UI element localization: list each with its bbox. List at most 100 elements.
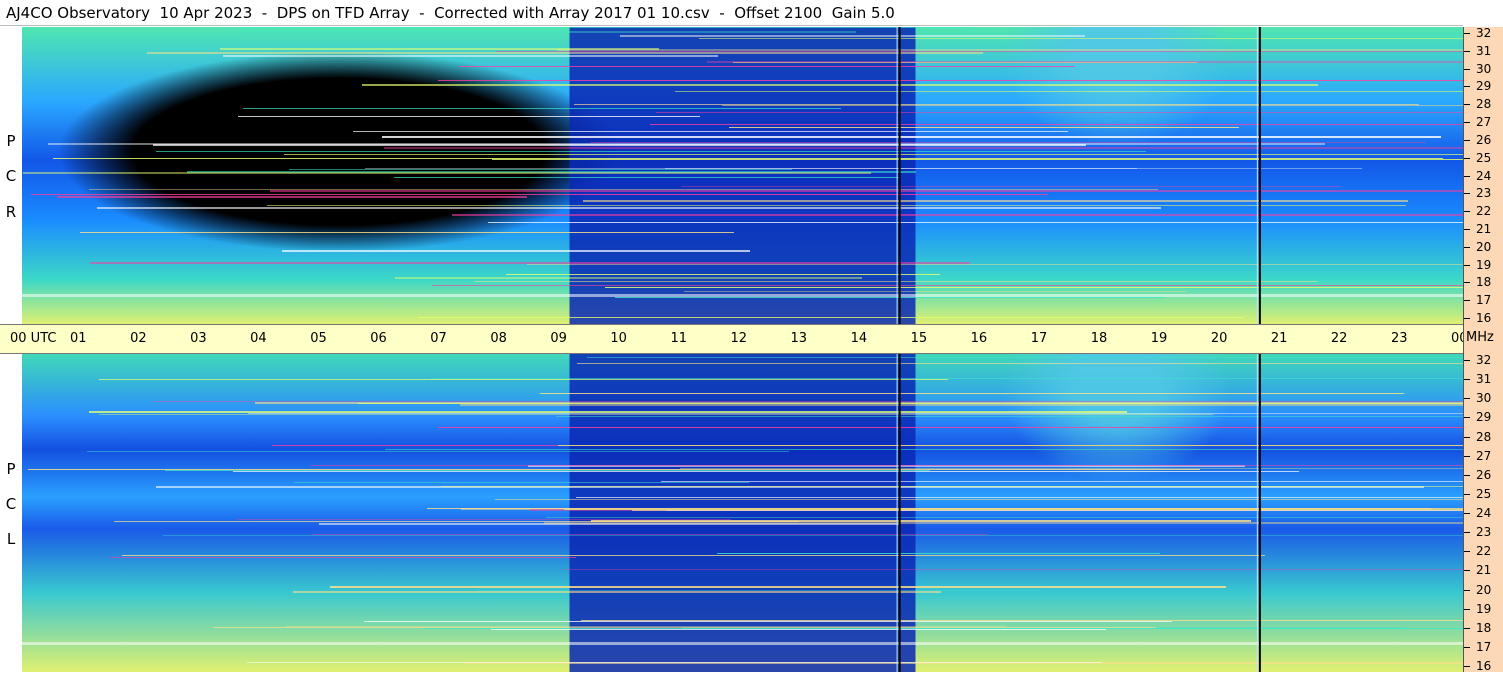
freq-tick-mark	[1464, 646, 1470, 648]
freq-tick-mark	[1464, 666, 1470, 667]
freq-tick-label: 17	[1476, 639, 1492, 654]
interference-stripe	[546, 517, 1463, 518]
freq-tick-label: 22	[1476, 544, 1492, 559]
freq-tick-label: 26	[1476, 467, 1492, 482]
interference-stripe	[506, 274, 940, 275]
interference-stripe	[239, 27, 970, 28]
interference-stripe	[564, 509, 1463, 510]
rcp-letter-1: P	[6, 132, 16, 150]
interference-stripe	[365, 168, 1362, 169]
vertical-marker	[898, 354, 901, 672]
interference-stripe	[452, 214, 1463, 216]
interference-stripe	[418, 317, 1243, 318]
freq-tick-label: 17	[1476, 293, 1492, 308]
freq-tick-mark	[1464, 282, 1470, 284]
lcp-letter-2: C	[5, 495, 17, 513]
time-tick-label: 11	[670, 331, 687, 346]
interference-stripe	[233, 471, 1299, 472]
interference-stripe	[557, 49, 1463, 51]
interference-stripe	[733, 62, 1197, 63]
interference-stripe	[576, 497, 1463, 498]
rcp-stripes	[22, 27, 1463, 324]
interference-stripe	[294, 482, 749, 483]
interference-stripe	[80, 232, 734, 233]
interference-stripe	[699, 38, 1463, 39]
time-tick-label: 04	[250, 331, 267, 346]
interference-stripe	[474, 281, 1318, 282]
interference-stripe	[147, 52, 983, 54]
freq-tick-label: 29	[1476, 79, 1492, 94]
interference-stripe	[431, 378, 1463, 379]
vertical-marker	[898, 27, 901, 324]
freq-tick-label: 24	[1476, 168, 1492, 183]
freq-tick-label: 21	[1476, 221, 1492, 236]
interference-stripe	[587, 357, 1463, 358]
interference-stripe	[438, 427, 1463, 428]
freq-tick-mark	[1464, 175, 1470, 177]
interference-stripe	[656, 112, 1463, 113]
interference-stripe	[48, 143, 1325, 145]
freq-tick-label: 24	[1476, 506, 1492, 520]
freq-tick-mark	[1464, 228, 1470, 230]
interference-stripe	[237, 519, 731, 520]
freq-tick-mark	[1464, 157, 1470, 159]
freq-tick-mark	[1464, 608, 1470, 610]
interference-stripe	[722, 105, 1463, 106]
freq-tick-mark	[1464, 417, 1470, 419]
interference-stripe	[615, 297, 1165, 298]
interference-stripe	[223, 55, 718, 57]
interference-stripe	[57, 196, 527, 198]
freq-tick-label: 16	[1476, 311, 1492, 325]
freq-tick-mark	[1464, 300, 1470, 302]
interference-stripe	[99, 414, 1213, 415]
interference-stripe	[382, 136, 1441, 138]
interference-stripe	[423, 628, 1463, 629]
interference-stripe	[270, 190, 1463, 192]
time-tick-label: 20	[1210, 331, 1228, 346]
vertical-marker	[1258, 354, 1261, 672]
interference-stripe	[492, 159, 1463, 160]
interference-stripe	[153, 144, 1086, 146]
interference-stripe	[707, 61, 1463, 63]
freq-tick-label: 22	[1476, 204, 1492, 219]
rcp-letter-3: R	[5, 203, 17, 221]
interference-stripe	[574, 104, 1419, 105]
interference-stripe	[89, 411, 1127, 413]
rcp-spectrogram	[22, 27, 1463, 324]
time-tick-label: 12	[730, 331, 748, 346]
time-tick-label: 07	[430, 331, 447, 346]
interference-stripe	[311, 465, 1463, 466]
freq-tick-mark	[1464, 193, 1470, 195]
interference-stripe	[282, 250, 750, 252]
rcp-letter-2: C	[5, 167, 17, 185]
interference-stripe	[438, 80, 1463, 81]
freq-tick-mark	[1464, 455, 1470, 457]
freq-tick-mark	[1464, 264, 1470, 266]
interference-stripe	[385, 449, 1463, 450]
freq-tick-mark	[1464, 398, 1470, 400]
interference-stripe	[459, 66, 1075, 67]
interference-stripe	[394, 177, 900, 178]
interference-stripe	[53, 158, 1443, 159]
freq-tick-mark	[1464, 318, 1470, 319]
freq-tick-label: 20	[1476, 239, 1492, 254]
interference-stripe	[591, 520, 1251, 522]
interference-stripe	[395, 277, 862, 279]
interference-stripe	[110, 557, 576, 558]
freq-tick-mark	[1464, 68, 1470, 70]
interference-stripe	[364, 621, 1172, 622]
interference-stripe	[97, 207, 1161, 209]
time-tick-label: 22	[1330, 331, 1348, 346]
freq-tick-mark	[1464, 436, 1470, 438]
lcp-label-strip: P C L	[0, 354, 22, 672]
interference-stripe	[665, 168, 1137, 169]
time-tick-label: 23	[1390, 331, 1408, 346]
vertical-marker-edge	[1256, 354, 1258, 672]
time-tick-label: 10	[610, 331, 627, 346]
freq-tick-label: 32	[1476, 353, 1492, 367]
time-tick-label: 14	[850, 331, 868, 346]
interference-stripe	[583, 200, 1408, 202]
interference-stripe	[558, 445, 1463, 446]
interference-stripe	[31, 194, 1048, 195]
freq-tick-mark	[1464, 627, 1470, 629]
